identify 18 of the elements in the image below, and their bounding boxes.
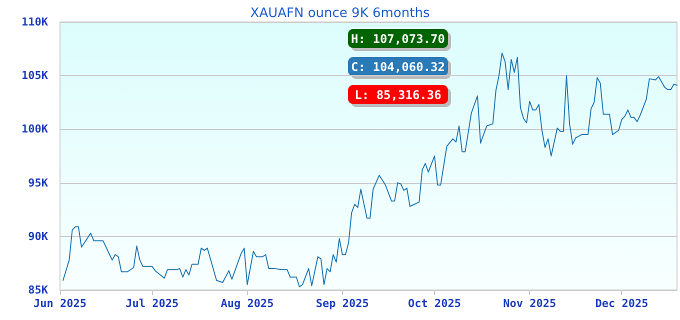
y-tick-label: 100K [22, 122, 48, 136]
y-tick-label: 105K [22, 69, 48, 82]
y-tick-label: 95K [28, 176, 48, 190]
y-tick-label: 110K [22, 16, 48, 28]
x-tick-label: Aug 2025 [220, 297, 274, 310]
chart-title: XAUAFN ounce 9K 6months [250, 6, 430, 21]
x-tick-label: Oct 2025 [408, 297, 461, 310]
y-tick-label: 85K [28, 284, 48, 296]
annotation: C: 104,060.32 [351, 60, 445, 74]
x-tick-label: Sep 2025 [316, 297, 369, 310]
x-tick-label: Dec 2025 [595, 297, 648, 310]
y-tick-label: 90K [28, 230, 48, 243]
line-series [62, 52, 678, 288]
annotation: L: 85,316.36 [354, 88, 442, 102]
annotation: H: 107,073.70 [351, 32, 445, 46]
x-tick-label: Jul 2025 [126, 297, 179, 310]
x-tick-label: Jun 2025 [34, 297, 86, 310]
x-tick-label: Nov 2025 [503, 297, 556, 310]
